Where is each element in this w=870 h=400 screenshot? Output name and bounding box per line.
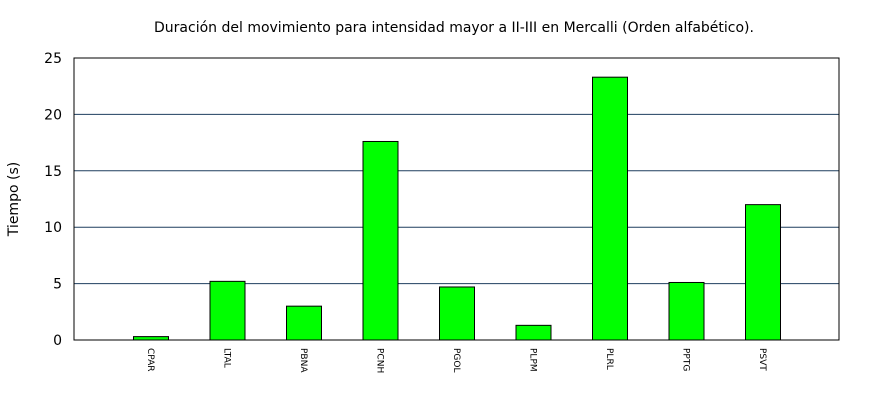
bar-plpm	[515, 324, 552, 341]
x-category-labels: CPAR LTAL PBNA PCNH PGOL PLPM PLRL PPTG PSVT	[145, 348, 767, 373]
y-tick-labels: 0 5 10 15 20 25	[44, 51, 62, 349]
y-axis-label: Tiempo (s)	[6, 162, 22, 237]
x-category-label: CPAR	[145, 348, 155, 372]
y-tick-label: 0	[53, 333, 62, 349]
x-category-label: PLPM	[528, 348, 538, 372]
x-category-label: PCNH	[375, 348, 385, 373]
grid-lines	[74, 113, 839, 285]
bar-pcnh	[362, 140, 399, 341]
y-tick-label: 10	[44, 220, 62, 236]
x-category-label: PGOL	[451, 348, 461, 373]
x-category-label: PPTG	[681, 348, 691, 371]
y-tick-label: 15	[44, 164, 62, 180]
y-tick-label: 20	[44, 107, 62, 123]
x-category-label: PBNA	[298, 348, 308, 373]
bar-psvt	[745, 204, 781, 341]
bar-cpar	[133, 336, 169, 341]
bars-group	[133, 76, 781, 341]
y-tick-label: 5	[53, 277, 62, 293]
bar-pgol	[439, 286, 475, 341]
x-category-label: PLRL	[604, 348, 614, 370]
y-tick-label: 25	[44, 51, 62, 67]
bar-plrl	[592, 76, 628, 341]
bar-pbna	[286, 305, 322, 341]
x-category-label: PSVT	[757, 348, 767, 371]
bar-ltal	[209, 280, 246, 341]
chart-title: Duración del movimiento para intensidad …	[154, 20, 754, 36]
x-category-label: LTAL	[222, 348, 232, 368]
plot-frame	[73, 57, 840, 341]
bar-pptg	[668, 281, 705, 341]
